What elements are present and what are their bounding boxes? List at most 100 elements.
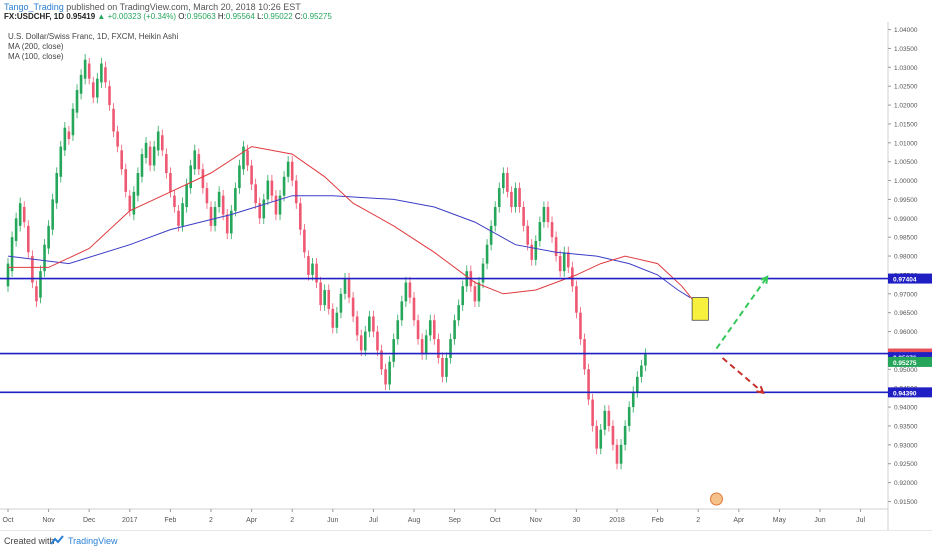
- candle: [437, 339, 440, 358]
- candle: [274, 195, 278, 215]
- candle: [595, 425, 598, 449]
- candle: [343, 278, 347, 294]
- candle: [124, 169, 128, 192]
- candle: [144, 142, 148, 158]
- candle: [445, 357, 448, 377]
- candle: [278, 195, 282, 215]
- candle: [177, 210, 180, 226]
- candle: [489, 225, 493, 245]
- author-link[interactable]: Tango_Trading: [4, 2, 64, 12]
- candle: [307, 256, 310, 275]
- candle: [189, 165, 192, 189]
- candle: [112, 108, 115, 132]
- y-tick-label: 0.91500: [894, 499, 918, 506]
- candle: [485, 244, 489, 264]
- candle: [412, 297, 416, 321]
- candle: [104, 67, 107, 83]
- candle: [197, 154, 201, 170]
- price-tag-bg: [888, 273, 932, 284]
- candle: [35, 286, 38, 302]
- x-tick-label: 30: [573, 517, 581, 524]
- candle: [554, 237, 558, 257]
- candle: [205, 188, 209, 204]
- candle: [136, 173, 140, 196]
- candle: [351, 297, 355, 317]
- quote-line: FX:USDCHF, 1D 0.95419 ▲ +0.00323 (+0.34%…: [4, 12, 332, 21]
- candle: [400, 301, 404, 321]
- candle: [71, 108, 75, 136]
- candle: [290, 161, 294, 181]
- candle: [221, 195, 225, 215]
- candle: [39, 271, 42, 298]
- candle: [63, 127, 67, 151]
- y-tick-label: 1.01000: [894, 140, 918, 147]
- arrow-down-dashed-head: [756, 385, 765, 395]
- high-label: H:: [217, 12, 226, 21]
- candle: [497, 188, 501, 207]
- x-tick-label: Dec: [83, 517, 96, 524]
- x-tick-label: 2: [290, 517, 294, 524]
- candle: [156, 131, 160, 151]
- y-tick-label: 1.03500: [894, 46, 918, 53]
- candle: [152, 146, 156, 166]
- candle: [323, 290, 326, 306]
- symbol-label[interactable]: FX:USDCHF, 1D: [4, 12, 65, 21]
- candle: [31, 256, 34, 283]
- candle: [359, 335, 363, 351]
- y-tick-label: 1.01500: [894, 121, 918, 128]
- close-label: C:: [294, 12, 303, 21]
- plot-background: [0, 22, 888, 509]
- candle: [100, 63, 103, 83]
- candle: [599, 429, 603, 449]
- candle: [428, 320, 432, 336]
- candle: [140, 154, 144, 177]
- candle: [615, 444, 619, 464]
- candle: [10, 237, 14, 272]
- candle: [449, 339, 452, 358]
- legend-ma200[interactable]: MA (200, close): [8, 42, 64, 51]
- y-tick-label: 1.02500: [894, 84, 918, 91]
- candle: [636, 376, 639, 392]
- candle: [185, 184, 188, 207]
- legend-ma100[interactable]: MA (100, close): [8, 52, 64, 61]
- candle: [327, 290, 331, 309]
- x-tick-label: Nov: [530, 517, 543, 524]
- candle: [270, 180, 274, 196]
- candle: [546, 206, 550, 223]
- candle: [550, 222, 554, 238]
- candle: [108, 86, 111, 106]
- x-tick-label: Oct: [490, 517, 501, 524]
- price-chart[interactable]: 1.04000 1.03500 1.03000 1.02500 1.02000 1.015…: [0, 22, 932, 530]
- y-tick-label: 0.97000: [894, 291, 918, 298]
- candle: [169, 173, 172, 192]
- candle: [193, 150, 197, 170]
- candle: [55, 173, 59, 204]
- candle: [493, 206, 497, 226]
- candle: [433, 320, 436, 340]
- candle: [453, 320, 456, 340]
- candle: [319, 282, 322, 306]
- candle: [14, 218, 18, 241]
- chart-area[interactable]: 1.04000 1.03500 1.03000 1.02500 1.02000 1.015…: [0, 22, 932, 530]
- candle: [47, 225, 50, 249]
- x-tick-label: Nov: [42, 517, 55, 524]
- legend-title: U.S. Dollar/Swiss Franc, 1D, FXCM, Heiki…: [8, 32, 179, 41]
- candle: [246, 150, 249, 166]
- candle: [173, 195, 176, 207]
- y-tick-label: 0.98500: [894, 235, 918, 242]
- candle: [234, 188, 237, 211]
- open-label: O:: [178, 12, 187, 21]
- candle: [75, 89, 79, 113]
- publish-info: Tango_Trading published on TradingView.c…: [4, 2, 301, 12]
- candle: [473, 286, 477, 302]
- candle: [623, 425, 627, 445]
- y-tick-label: 0.92500: [894, 461, 918, 468]
- x-tick-label: Jun: [327, 517, 338, 524]
- close-value: 0.95275: [302, 12, 332, 21]
- open-value: 0.95063: [186, 12, 216, 21]
- x-tick-label: Feb: [164, 517, 176, 524]
- brand-link[interactable]: TradingView: [68, 536, 118, 546]
- ohlc-values: O:0.95063 H:0.95564 L:0.95022 C:0.95275: [178, 12, 332, 21]
- candle: [160, 135, 164, 151]
- candle: [213, 206, 217, 226]
